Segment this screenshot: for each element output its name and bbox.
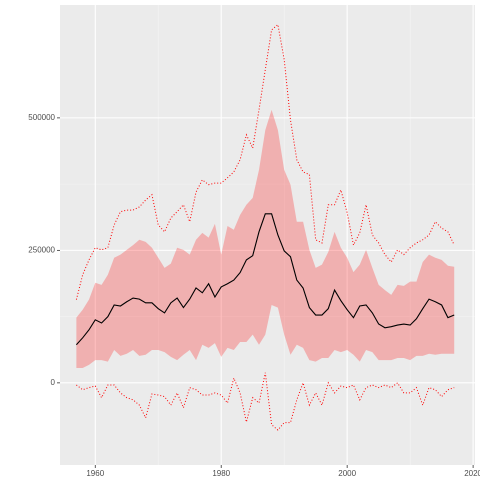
line [75, 23, 455, 300]
y-tick-label: 500000 [28, 113, 55, 122]
line [75, 213, 455, 346]
x-tick-label: 2020 [464, 469, 480, 478]
y-tick-label: 0 [51, 378, 56, 387]
line [76, 372, 455, 431]
x-tick-label: 1960 [86, 469, 104, 478]
y-tick-label: 250000 [28, 245, 55, 254]
x-tick-label: 1980 [212, 469, 230, 478]
panel [60, 5, 475, 465]
x-tick-label: 2000 [338, 469, 356, 478]
